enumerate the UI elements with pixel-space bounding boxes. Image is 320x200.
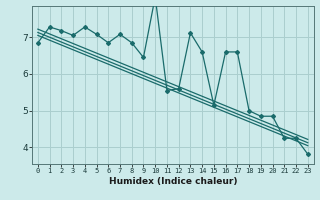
X-axis label: Humidex (Indice chaleur): Humidex (Indice chaleur) xyxy=(108,177,237,186)
